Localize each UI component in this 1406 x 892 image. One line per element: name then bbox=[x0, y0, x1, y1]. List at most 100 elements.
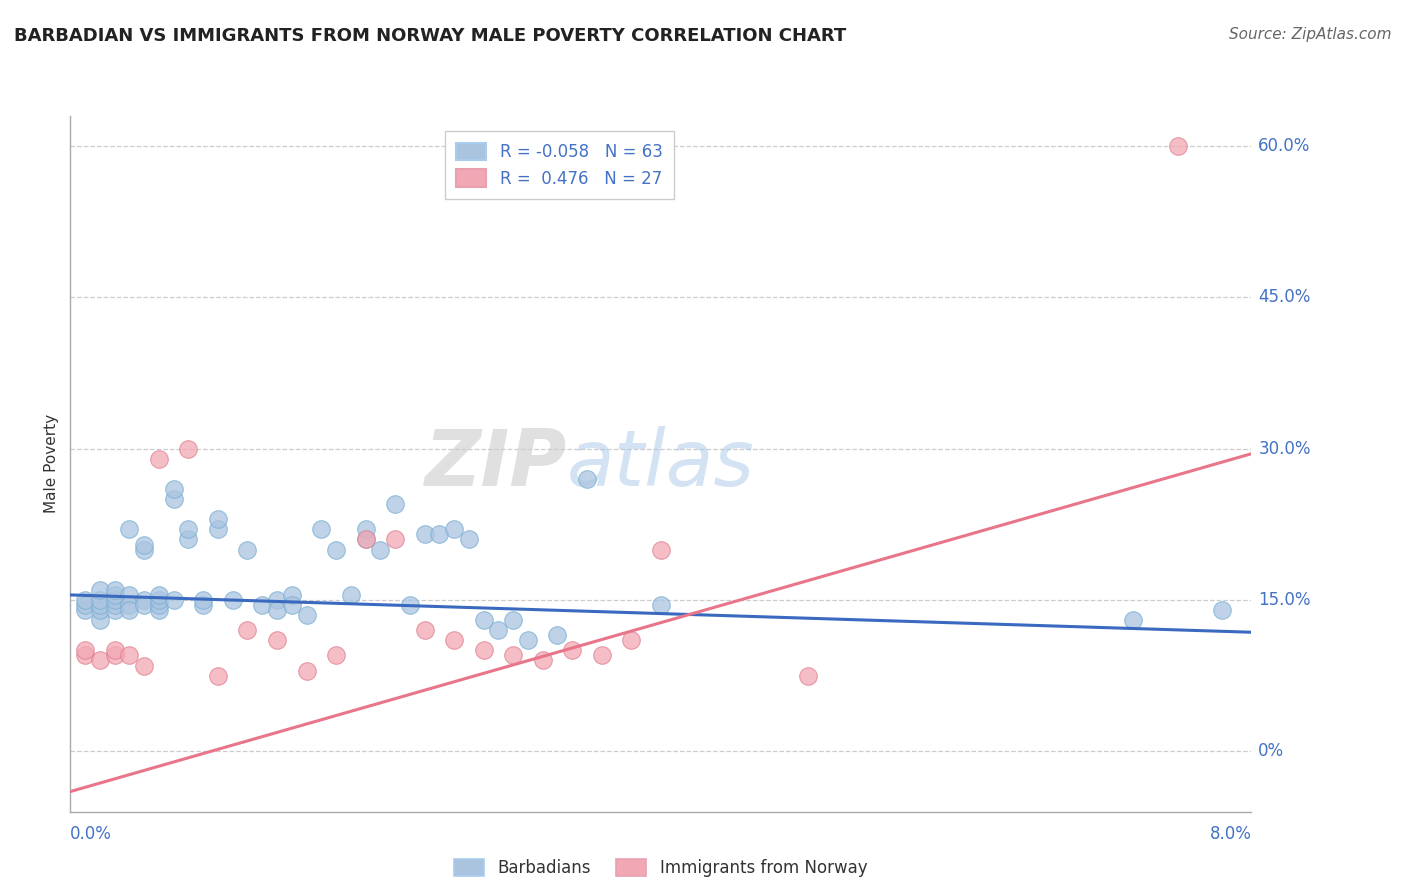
Point bbox=[650, 598, 672, 612]
Point bbox=[399, 598, 422, 612]
Point bbox=[250, 598, 273, 612]
Point bbox=[531, 653, 554, 667]
Point bbox=[75, 643, 96, 657]
Point bbox=[547, 628, 569, 642]
Point bbox=[576, 472, 599, 486]
Point bbox=[591, 648, 613, 663]
Point bbox=[104, 582, 127, 597]
Point bbox=[75, 593, 96, 607]
Point bbox=[325, 648, 347, 663]
Point bbox=[148, 598, 170, 612]
Point bbox=[561, 643, 583, 657]
Text: 8.0%: 8.0% bbox=[1209, 825, 1251, 843]
Point bbox=[413, 527, 436, 541]
Point bbox=[89, 653, 111, 667]
Point bbox=[354, 533, 377, 547]
Point bbox=[281, 588, 304, 602]
Point bbox=[222, 593, 245, 607]
Point bbox=[89, 582, 111, 597]
Point bbox=[266, 633, 288, 648]
Text: ZIP: ZIP bbox=[425, 425, 567, 502]
Point bbox=[281, 598, 304, 612]
Point bbox=[309, 522, 333, 536]
Point bbox=[266, 603, 288, 617]
Point bbox=[620, 633, 643, 648]
Y-axis label: Male Poverty: Male Poverty bbox=[44, 414, 59, 514]
Point bbox=[191, 593, 214, 607]
Text: Source: ZipAtlas.com: Source: ZipAtlas.com bbox=[1229, 27, 1392, 42]
Point bbox=[148, 593, 170, 607]
Point bbox=[104, 593, 127, 607]
Text: 30.0%: 30.0% bbox=[1258, 440, 1310, 458]
Point bbox=[89, 598, 111, 612]
Text: 60.0%: 60.0% bbox=[1258, 137, 1310, 155]
Point bbox=[458, 533, 481, 547]
Point bbox=[443, 522, 465, 536]
Point bbox=[1122, 613, 1144, 627]
Point bbox=[89, 593, 111, 607]
Point bbox=[89, 613, 111, 627]
Point bbox=[413, 624, 436, 638]
Point bbox=[132, 537, 156, 551]
Point bbox=[650, 542, 672, 557]
Point bbox=[354, 522, 377, 536]
Point bbox=[118, 522, 141, 536]
Text: BARBADIAN VS IMMIGRANTS FROM NORWAY MALE POVERTY CORRELATION CHART: BARBADIAN VS IMMIGRANTS FROM NORWAY MALE… bbox=[14, 27, 846, 45]
Point bbox=[354, 533, 377, 547]
Point bbox=[104, 643, 127, 657]
Point bbox=[207, 522, 229, 536]
Point bbox=[118, 598, 141, 612]
Point bbox=[384, 497, 406, 511]
Point bbox=[236, 624, 259, 638]
Point bbox=[266, 593, 288, 607]
Point bbox=[502, 613, 524, 627]
Point bbox=[191, 598, 214, 612]
Point bbox=[148, 603, 170, 617]
Point bbox=[472, 613, 495, 627]
Point bbox=[1211, 603, 1233, 617]
Point bbox=[797, 668, 820, 682]
Point bbox=[104, 598, 127, 612]
Point bbox=[148, 588, 170, 602]
Point bbox=[163, 593, 186, 607]
Point bbox=[104, 603, 127, 617]
Point bbox=[75, 603, 96, 617]
Point bbox=[177, 533, 200, 547]
Point bbox=[75, 598, 96, 612]
Point bbox=[325, 542, 347, 557]
Text: 15.0%: 15.0% bbox=[1258, 591, 1310, 609]
Point bbox=[340, 588, 363, 602]
Point bbox=[118, 603, 141, 617]
Point bbox=[295, 608, 318, 623]
Legend: Barbadians, Immigrants from Norway: Barbadians, Immigrants from Norway bbox=[447, 852, 875, 883]
Point bbox=[368, 542, 391, 557]
Point bbox=[75, 648, 96, 663]
Point bbox=[132, 542, 156, 557]
Point bbox=[89, 603, 111, 617]
Point bbox=[443, 633, 465, 648]
Point bbox=[295, 664, 318, 678]
Point bbox=[472, 643, 495, 657]
Point bbox=[132, 593, 156, 607]
Text: atlas: atlas bbox=[567, 425, 754, 502]
Point bbox=[236, 542, 259, 557]
Point bbox=[502, 648, 524, 663]
Point bbox=[118, 648, 141, 663]
Point bbox=[118, 588, 141, 602]
Point bbox=[207, 512, 229, 526]
Point bbox=[488, 624, 510, 638]
Point bbox=[163, 492, 186, 507]
Point bbox=[177, 522, 200, 536]
Point bbox=[132, 658, 156, 673]
Point bbox=[207, 668, 229, 682]
Text: 45.0%: 45.0% bbox=[1258, 288, 1310, 307]
Point bbox=[163, 482, 186, 496]
Point bbox=[148, 451, 170, 466]
Point bbox=[177, 442, 200, 456]
Point bbox=[104, 648, 127, 663]
Point bbox=[1166, 139, 1188, 153]
Text: 0%: 0% bbox=[1258, 742, 1285, 760]
Point bbox=[104, 588, 127, 602]
Text: 0.0%: 0.0% bbox=[70, 825, 112, 843]
Point bbox=[384, 533, 406, 547]
